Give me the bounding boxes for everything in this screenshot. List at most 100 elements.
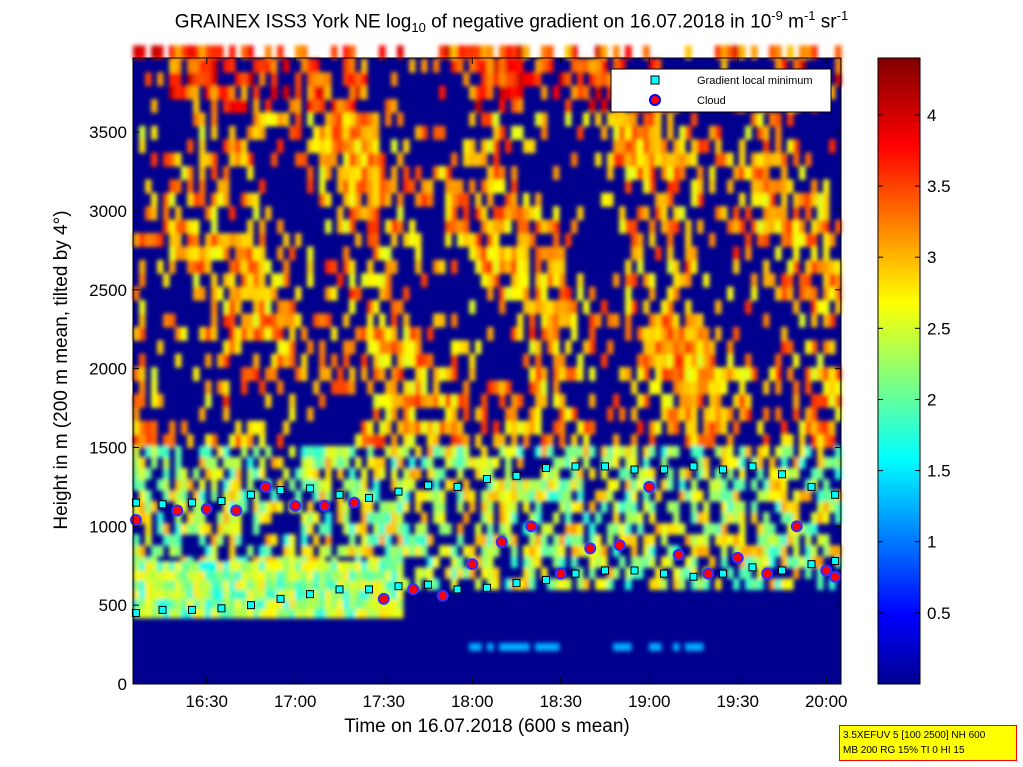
marker-gradient-min [394,487,403,496]
series-1 [131,462,840,509]
marker-cloud [289,499,302,512]
marker-gradient-min [748,462,757,471]
marker-gradient-min [601,566,609,575]
marker-gradient-min [217,604,226,613]
heatmap-background [133,45,842,684]
marker-gradient-min [247,490,255,499]
y-tick-label: 500 [99,596,127,615]
marker-gradient-min [131,609,140,618]
y-tick-label: 2000 [89,360,127,379]
marker-gradient-min [542,575,550,584]
plot-frame [132,57,842,685]
marker-cloud [790,520,803,533]
marker-cloud [613,539,626,552]
marker-gradient-min [601,462,609,471]
marker-gradient-min [306,590,314,599]
marker-gradient-min [306,484,314,493]
marker-cloud [230,504,243,517]
series-2 [129,480,842,605]
info-line-2: MB 200 RG 15% TI 0 HI 15 [843,745,965,756]
marker-gradient-min [630,566,639,575]
legend-marker-square [650,75,660,85]
marker-cloud [761,567,774,580]
axes: 16:30 17:00 17:30 18:00 18:30 19:00 19:30 20:00… [89,57,848,711]
marker-gradient-min [276,486,285,495]
marker-gradient-min [188,605,196,614]
legend-box [610,68,832,113]
marker-gradient-min [512,579,521,588]
marker-cloud [702,567,715,580]
marker-gradient-min [483,583,491,592]
marker-gradient-min [131,498,140,507]
marker-cloud [495,536,508,549]
x-tick-label: 18:30 [539,692,582,711]
marker-gradient-min [247,601,255,610]
marker-cloud [407,583,420,596]
marker-gradient-min [807,560,816,569]
y-tick-label: 3500 [89,123,127,142]
marker-cloud [171,504,184,517]
legend-label: Cloud [697,95,726,107]
chart-title: GRAINEX ISS3 York NE log10 of negative g… [174,8,849,36]
marker-gradient-min [335,490,344,499]
marker-gradient-min [719,569,727,578]
marker-gradient-min [217,497,226,506]
marker-gradient-min [276,594,285,603]
marker-cloud [348,496,361,509]
marker-gradient-min [807,482,816,491]
marker-cloud [259,480,272,493]
marker-gradient-min [158,605,167,614]
marker-gradient-min [571,569,580,578]
marker-cloud [466,558,479,571]
marker-cloud [820,564,833,577]
x-tick-label: 16:30 [185,692,228,711]
marker-gradient-min [512,471,521,480]
marker-cloud [554,567,567,580]
colorbar-gradient [877,57,921,685]
x-axis-label: Time on 16.07.2018 (600 s mean) [344,716,630,737]
marker-cloud [643,480,656,493]
marker-cloud [436,589,449,602]
y-tick-label: 1000 [89,517,127,536]
marker-gradient-min [748,563,757,572]
marker-gradient-min [778,470,786,479]
marker-cloud [731,551,744,564]
marker-gradient-min [542,463,550,472]
marker-gradient-min [365,493,373,502]
marker-gradient-min [630,465,639,474]
y-tick-label: 0 [118,675,127,694]
x-tick-label: 18:00 [451,692,494,711]
info-line-1: 3.5XEFUV 5 [100 2500] NH 600 [843,730,986,741]
marker-cloud [200,502,213,515]
marker-gradient-min [365,585,373,594]
marker-cloud [129,514,142,527]
x-tick-label: 17:30 [362,692,405,711]
marker-cloud [584,542,597,555]
marker-cloud [525,520,538,533]
marker-gradient-min [689,462,698,471]
marker-gradient-min [483,475,491,484]
marker-gradient-min [453,585,462,594]
marker-gradient-min [571,462,580,471]
y-tick-label: 3000 [89,202,127,221]
processing-info-box: 3.5XEFUV 5 [100 2500] NH 600 MB 200 RG 1… [839,725,1017,761]
x-tick-label: 17:00 [274,692,317,711]
marker-gradient-min [188,498,196,507]
legend: Gradient local minimum Cloud [610,68,832,113]
marker-cloud [829,570,842,583]
marker-gradient-min [424,481,432,490]
marker-cloud [377,592,390,605]
y-tick-label: 1500 [89,438,127,457]
colorbar-tick-label: 2.5 [927,319,951,338]
y-tick-label: 2500 [89,281,127,300]
x-tick-label: 19:30 [716,692,759,711]
colorbar: 0.5 1 1.5 2 2.5 3 3.5 4 [877,57,951,685]
marker-cloud [318,499,331,512]
colorbar-tick-label: 1 [927,533,936,552]
marker-gradient-min [831,490,840,499]
colorbar-tick-label: 0.5 [927,604,951,623]
marker-gradient-min [831,557,840,566]
marker-gradient-min [719,465,727,474]
